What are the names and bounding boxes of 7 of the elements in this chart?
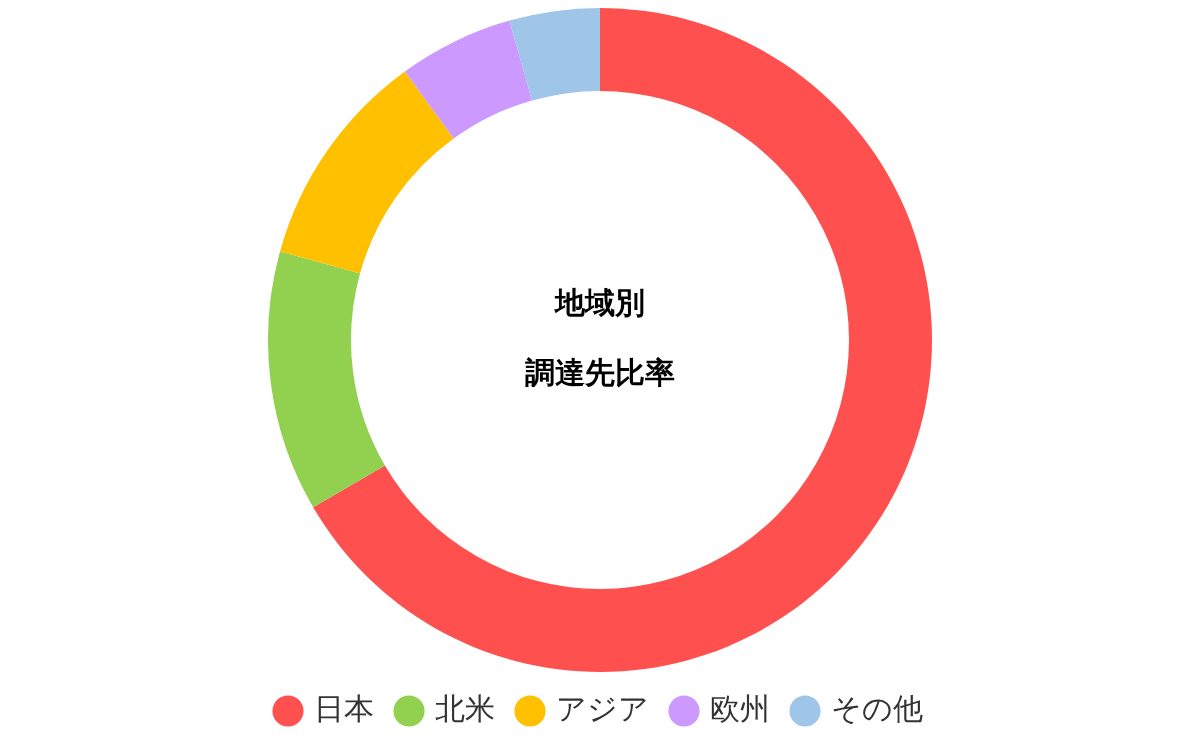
text: 地域別 — [553, 284, 645, 320]
legend-label: 日本 — [314, 690, 374, 726]
legend-label: 欧州 — [710, 690, 770, 726]
legend-label: 北米 — [435, 690, 495, 726]
legend-label: その他 — [831, 690, 923, 726]
text: 調達先比率 — [525, 354, 675, 390]
legend-label: アジア — [556, 690, 649, 726]
